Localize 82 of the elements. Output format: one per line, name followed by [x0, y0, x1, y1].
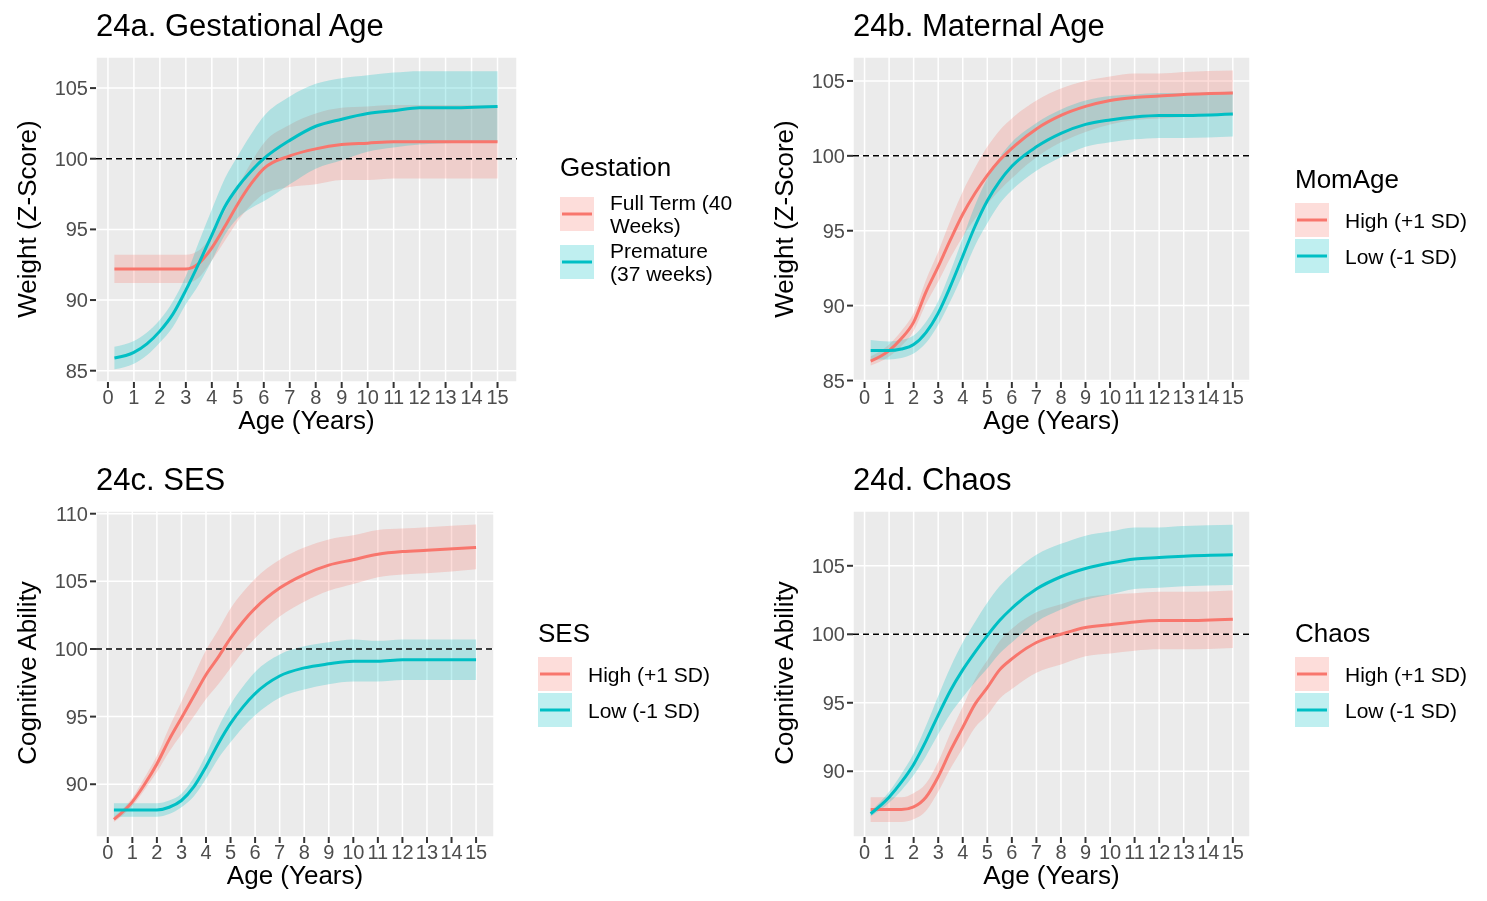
x-tick-label: 12 — [391, 841, 414, 864]
x-tick-label: 15 — [464, 841, 488, 864]
legend-label: Low (-1 SD) — [588, 698, 702, 722]
x-tick-label: 13 — [434, 386, 457, 409]
y-tick-label: 90 — [65, 289, 88, 312]
x-tick-label: 2 — [908, 841, 920, 864]
x-tick-label: 0 — [858, 841, 871, 864]
x-tick-label: 1 — [128, 386, 140, 409]
x-tick-label: 2 — [151, 841, 163, 864]
y-tick-label: 90 — [822, 760, 845, 783]
x-tick-label: 3 — [180, 386, 192, 409]
x-tick-label: 3 — [932, 841, 944, 864]
legend-title: MomAge — [1295, 164, 1401, 195]
x-tick-label: 14 — [1197, 841, 1220, 864]
x-tick-label: 11 — [1124, 841, 1145, 864]
x-tick-label: 11 — [1124, 386, 1145, 409]
legend-label: Low (-1 SD) — [1345, 244, 1459, 268]
chart-title: 24c. SES — [96, 462, 226, 498]
x-tick-label: 4 — [957, 386, 969, 409]
x-tick-label: 13 — [415, 841, 439, 864]
x-tick-label: 14 — [1197, 386, 1220, 409]
x-tick-label: 3 — [932, 386, 944, 409]
x-tick-label: 1 — [883, 386, 895, 409]
x-tick-label: 11 — [367, 841, 389, 864]
legend-label: High (+1 SD) — [588, 662, 711, 686]
y-tick-label: 100 — [811, 144, 845, 167]
legend-title: SES — [538, 618, 592, 649]
x-tick-label: 1 — [883, 841, 895, 864]
legend-label: High (+1 SD) — [1345, 662, 1468, 686]
y-tick-label: 105 — [811, 70, 845, 93]
x-tick-label: 12 — [1148, 386, 1171, 409]
x-tick-label: 12 — [408, 386, 431, 409]
y-tick-label: 105 — [54, 77, 88, 100]
y-tick-label: 110 — [56, 502, 88, 525]
chart-title: 24b. Maternal Age — [853, 8, 1105, 44]
y-axis-title: Weight (Z-Score) — [12, 120, 42, 318]
line-series — [112, 140, 500, 271]
x-tick-label: 4 — [200, 841, 212, 864]
x-tick-label: 4 — [206, 386, 218, 409]
y-tick-label: 100 — [54, 638, 88, 661]
x-tick-label: 3 — [175, 841, 188, 864]
legend-label: Premature (37 weeks) — [610, 239, 714, 285]
x-tick-label: 14 — [440, 841, 463, 864]
y-tick-label: 100 — [811, 623, 845, 646]
y-tick-label: 100 — [54, 147, 88, 170]
y-tick-label: 85 — [822, 369, 845, 392]
x-tick-label: 14 — [460, 386, 483, 409]
y-axis-title: Cognitive Ability — [769, 581, 799, 765]
x-tick-label: 0 — [102, 841, 114, 864]
y-tick-label: 90 — [65, 773, 88, 796]
y-tick-label: 105 — [811, 554, 845, 577]
x-tick-label: 12 — [1148, 841, 1171, 864]
y-tick-label: 95 — [822, 219, 845, 242]
legend-label: Full Term (40 Weeks) — [610, 191, 734, 237]
legend-title: Chaos — [1295, 618, 1372, 649]
x-tick-label: 15 — [1221, 386, 1244, 409]
y-axis-title: Weight (Z-Score) — [769, 120, 799, 318]
x-tick-label: 13 — [1172, 841, 1195, 864]
y-tick-label: 95 — [65, 218, 88, 241]
x-tick-label: 15 — [1221, 841, 1244, 864]
x-tick-label: 13 — [1172, 386, 1195, 409]
chart-title: 24a. Gestational Age — [96, 8, 384, 44]
x-tick-label: 4 — [957, 841, 969, 864]
line-series — [112, 104, 500, 360]
y-tick-label: 105 — [54, 570, 88, 593]
y-axis-title: Cognitive Ability — [12, 581, 42, 765]
y-tick-label: 95 — [822, 691, 845, 714]
x-tick-label: 15 — [486, 386, 509, 409]
x-tick-label: 2 — [908, 386, 920, 409]
legend-label: High (+1 SD) — [1345, 208, 1468, 232]
line-series — [869, 617, 1235, 812]
x-tick-label: 0 — [858, 386, 871, 409]
x-tick-label: 1 — [126, 841, 138, 864]
x-tick-label: 11 — [383, 386, 405, 409]
x-tick-label: 0 — [102, 386, 114, 409]
y-tick-label: 85 — [65, 359, 88, 382]
x-tick-label: 2 — [154, 386, 166, 409]
y-tick-label: 90 — [822, 294, 845, 317]
legend-label: Low (-1 SD) — [1345, 698, 1459, 722]
y-tick-label: 95 — [65, 705, 88, 728]
chart-title: 24d. Chaos — [853, 462, 1012, 498]
legend-title: Gestation — [560, 152, 673, 183]
